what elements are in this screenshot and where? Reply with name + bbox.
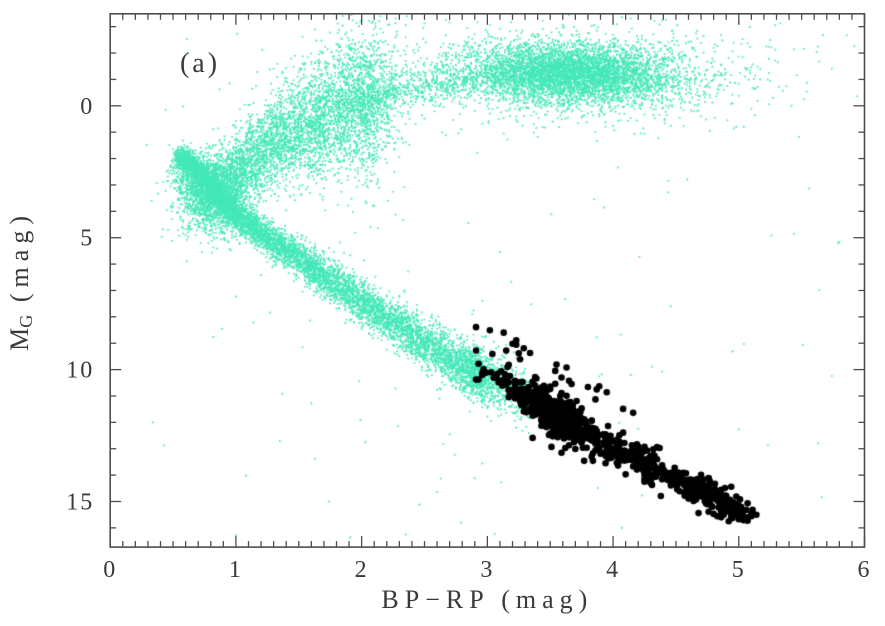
svg-text:15: 15 bbox=[66, 490, 94, 516]
svg-text:4: 4 bbox=[606, 557, 620, 583]
svg-text:10: 10 bbox=[66, 358, 94, 384]
svg-text:0: 0 bbox=[103, 557, 117, 583]
svg-text:BP−RP (mag): BP−RP (mag) bbox=[381, 585, 593, 614]
svg-text:0: 0 bbox=[80, 94, 94, 120]
svg-text:5: 5 bbox=[732, 557, 746, 583]
svg-text:MG (mag): MG (mag) bbox=[5, 210, 36, 351]
svg-text:6: 6 bbox=[858, 557, 872, 583]
svg-text:1: 1 bbox=[229, 557, 243, 583]
svg-text:3: 3 bbox=[480, 557, 494, 583]
svg-text:2: 2 bbox=[355, 557, 369, 583]
svg-text:5: 5 bbox=[80, 226, 94, 252]
svg-text:(a): (a) bbox=[180, 48, 220, 79]
